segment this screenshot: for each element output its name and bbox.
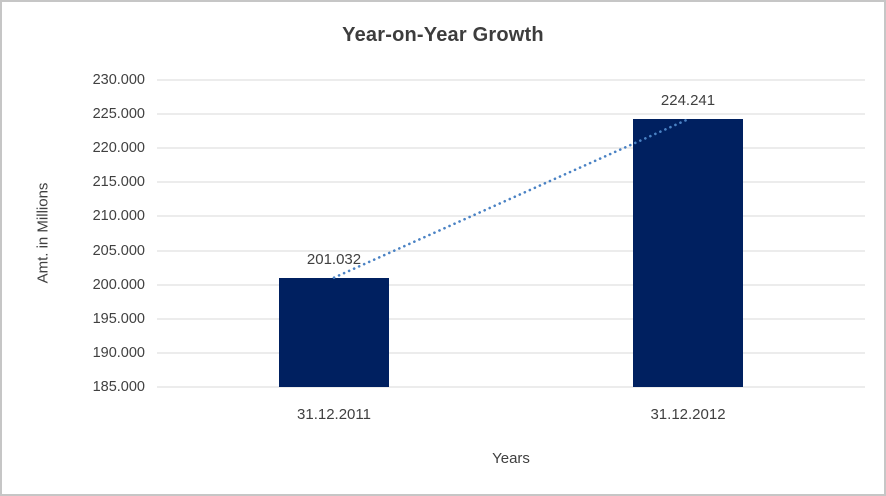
bar-31.12.2011 [279, 277, 389, 387]
y-tick-label: 205.000 [92, 242, 145, 259]
data-labels-layer: 201.032 224.241 [157, 80, 865, 387]
plot-area: 201.032 224.241 [157, 79, 865, 388]
gridline [157, 79, 865, 81]
x-axis-title: Years [492, 450, 530, 467]
y-tick-label: 215.000 [92, 174, 145, 191]
gridline [157, 147, 865, 149]
y-tick-label: 190.000 [92, 344, 145, 361]
x-tick-label: 31.12.2012 [650, 406, 726, 423]
chart-title: Year-on-Year Growth [342, 24, 544, 46]
gridline [157, 386, 865, 388]
y-tick-label: 230.000 [92, 72, 145, 88]
data-label: 224.241 [660, 92, 716, 110]
gridline [157, 215, 865, 217]
y-tick-label: 225.000 [92, 106, 145, 123]
y-axis-tick-labels: 185.000 190.000 195.000 200.000 205.000 210.0… [2, 72, 145, 395]
gridline [157, 250, 865, 252]
gridline [157, 113, 865, 115]
trendline [332, 117, 690, 279]
y-tick-label: 220.000 [92, 140, 145, 157]
trendline-path [332, 117, 690, 279]
y-tick-label: 185.000 [92, 379, 145, 395]
gridline [157, 352, 865, 354]
y-tick-label: 210.000 [92, 208, 145, 225]
gridline [157, 284, 865, 286]
y-tick-label: 200.000 [92, 276, 145, 293]
gridline [157, 318, 865, 320]
y-tick-label: 195.000 [92, 310, 145, 327]
gridline [157, 181, 865, 183]
x-tick-label: 31.12.2011 [297, 406, 371, 423]
gridlines-layer [157, 79, 865, 388]
data-label: 201.032 [306, 250, 362, 268]
bar-31.12.2012 [633, 119, 743, 387]
x-axis-tick-labels: 31.12.2011 31.12.2012 [157, 406, 865, 428]
bars-layer [157, 80, 865, 387]
